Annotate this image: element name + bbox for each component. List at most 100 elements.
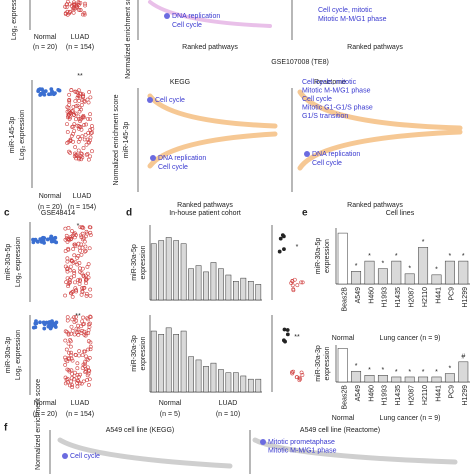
label: expression (324, 346, 331, 380)
dot-decor (72, 332, 77, 337)
dot-decor (88, 287, 93, 292)
dot-decor (86, 275, 91, 280)
label: * (77, 223, 80, 230)
dot-decor (68, 344, 73, 349)
label: Normal (34, 400, 57, 407)
bar (150, 330, 157, 393)
bar (233, 372, 239, 393)
dot-decor (68, 151, 73, 155)
dot-decor (84, 122, 88, 127)
dot-decor (68, 111, 72, 115)
dot-decor (77, 353, 81, 358)
annotation: * (355, 363, 358, 370)
dot-decor (83, 132, 88, 137)
bar (240, 375, 247, 393)
dot-decor (90, 130, 94, 135)
label: Normal (34, 34, 57, 41)
dot-decor (88, 225, 93, 230)
dot-decor (73, 280, 77, 285)
dot-decor (86, 347, 91, 352)
dot-decor (70, 358, 75, 363)
bar (210, 362, 217, 393)
dot-decor (49, 234, 54, 239)
dot-decor (75, 361, 80, 366)
dot-decor (75, 380, 79, 385)
dot-decor (78, 8, 83, 12)
x-tick-label: H441 (435, 385, 442, 402)
label: LUAD (71, 400, 90, 407)
dot-decor (83, 1, 87, 6)
dot-decor (80, 286, 84, 291)
dot-decor (69, 353, 74, 358)
dot-decor (67, 350, 71, 355)
dot-decor (81, 286, 86, 290)
annotation: * (368, 253, 371, 260)
dot-decor (72, 129, 77, 133)
annotation: * (368, 367, 371, 374)
dot-decor (78, 0, 83, 5)
pathway-label: Cell cycle (158, 164, 188, 171)
dot-decor (76, 135, 81, 139)
dot-decor (67, 357, 71, 361)
dot-decor (86, 131, 91, 135)
annotation: * (395, 369, 398, 376)
pathway-label: Cell cycle (70, 453, 100, 460)
dot-decor (77, 88, 81, 93)
dot-decor (80, 225, 85, 230)
annotation: * (449, 365, 452, 372)
dot-decor (76, 148, 81, 153)
dot-decor (85, 116, 90, 121)
dot-decor (63, 362, 68, 367)
bar (218, 369, 224, 393)
bar (351, 271, 362, 285)
dot-decor (50, 322, 55, 327)
dot-decor (80, 231, 85, 236)
bar (337, 232, 348, 285)
label: miR-145-3p (9, 117, 16, 154)
annotation: * (462, 253, 465, 260)
dot-decor (80, 329, 85, 333)
dot-decor (83, 248, 88, 253)
dot-decor (67, 383, 72, 388)
dot-decor (81, 114, 86, 118)
dot-decor (71, 260, 76, 265)
bar (150, 243, 157, 301)
axes (29, 0, 293, 474)
dot-decor (74, 152, 79, 157)
dot-decor (73, 111, 78, 116)
dot-decor (72, 373, 77, 378)
dot-decor (72, 0, 76, 5)
dot-decor (278, 236, 283, 241)
dot-decor (78, 372, 83, 377)
label: LUAD (219, 400, 238, 407)
pathway-label: Mitotic prometaphase (268, 439, 335, 446)
label: Log₂ expression (19, 110, 26, 160)
dot-decor (82, 11, 87, 15)
label: ** (75, 313, 81, 320)
dot-decor (300, 373, 305, 377)
pathway-label: Cell cycle (312, 160, 342, 167)
dot-decor (84, 142, 89, 147)
label: GSE48414 (41, 210, 75, 217)
bar (458, 361, 469, 383)
label: miR-30a-5p (5, 244, 12, 281)
dot-decor (83, 273, 88, 278)
dot-decor (74, 288, 79, 292)
bar (203, 271, 209, 301)
bar (180, 243, 187, 301)
dot-decor (86, 271, 90, 276)
dot-decor (73, 233, 78, 237)
dot-decor (74, 117, 78, 122)
pathway-label: Mitotic M-M/G1 phase (302, 87, 371, 94)
bar (225, 372, 232, 393)
dot-decor (35, 239, 40, 244)
annotation: # (461, 354, 465, 361)
bar (391, 260, 402, 285)
dot-decor (82, 364, 87, 369)
dot-decor (70, 290, 75, 295)
dot-decor (42, 326, 47, 331)
bar (444, 373, 455, 383)
bar (255, 284, 262, 301)
bar (364, 375, 375, 383)
dot-decor (46, 321, 50, 325)
